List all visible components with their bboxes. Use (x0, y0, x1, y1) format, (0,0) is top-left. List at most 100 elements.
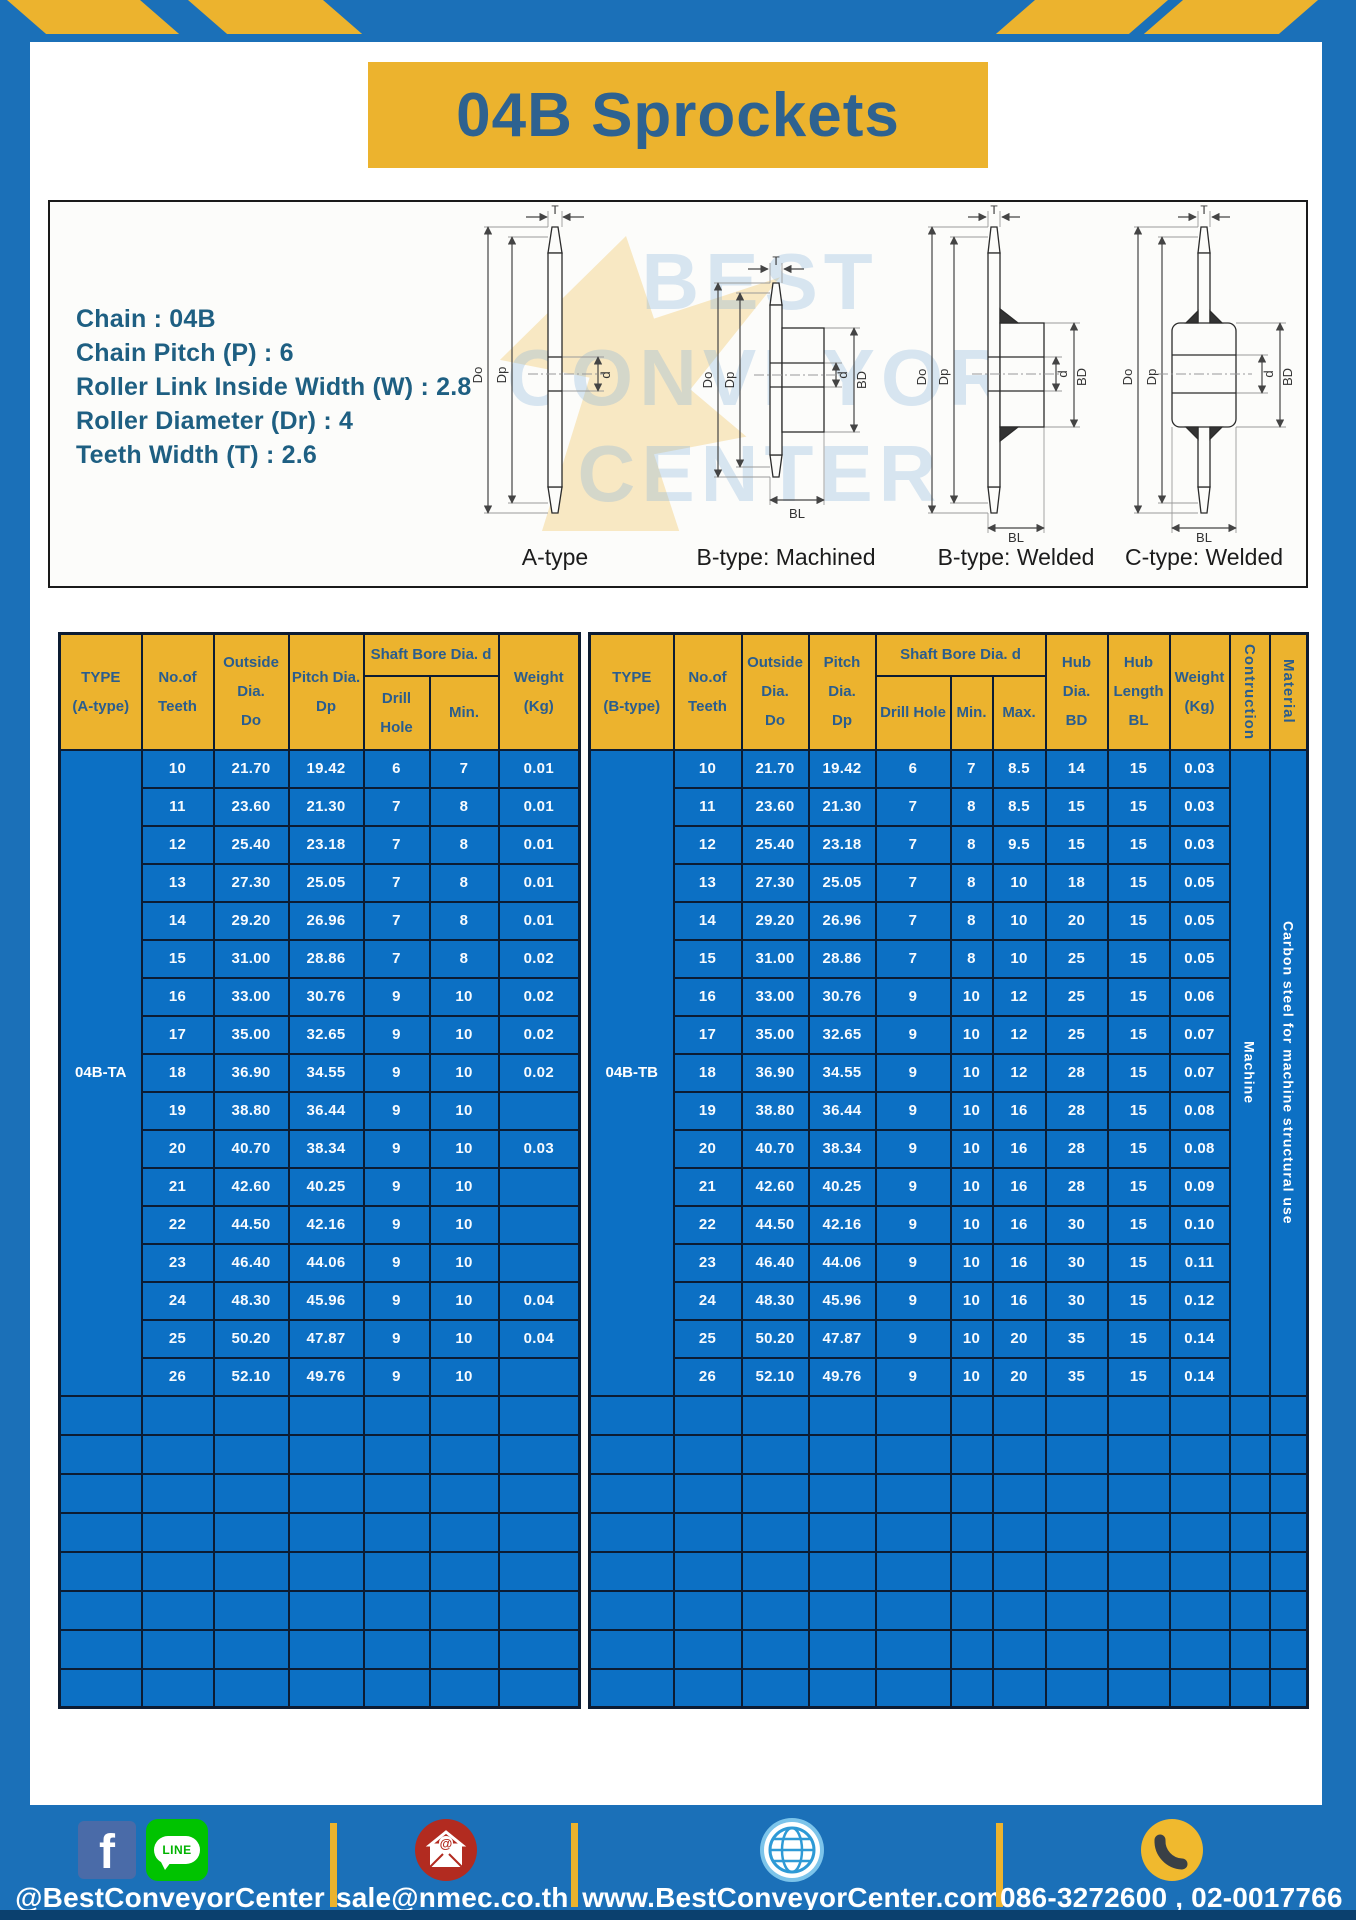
table-cell: 24 (140, 1280, 215, 1321)
table-cell: 26.96 (807, 900, 877, 941)
table-cell (949, 1394, 994, 1436)
table-cell: 8 (949, 938, 994, 979)
table-cell: 35.00 (740, 1014, 810, 1055)
table-cell: 15 (1106, 976, 1171, 1017)
table-cell (497, 1589, 581, 1631)
handset-glyph (1154, 1834, 1188, 1870)
table-cell (807, 1433, 877, 1475)
col-header-weight: Weight (Kg) (497, 632, 581, 751)
table-cell (140, 1472, 215, 1514)
table-cell: 18 (672, 1052, 743, 1093)
table-cell: 19.42 (287, 748, 365, 789)
table-cell: 28 (1044, 1052, 1109, 1093)
table-row: 12 25.40 23.18 7 8 0.01 (60, 824, 581, 865)
table-cell: 8 (949, 862, 994, 903)
table-row (58, 1589, 581, 1631)
table-cell (212, 1589, 290, 1631)
line-icon[interactable]: LINE (146, 1819, 208, 1881)
table-cell (428, 1589, 500, 1631)
table-cell: 9 (874, 1090, 952, 1131)
table-cell (497, 1090, 581, 1131)
email-icon[interactable]: @ (415, 1819, 477, 1881)
dim-bl-label: BL (1196, 530, 1212, 545)
table-cell (428, 1472, 500, 1514)
table-cell: 32.65 (807, 1014, 877, 1055)
dim-dp-label: Dp (722, 372, 737, 389)
table-cell (588, 1511, 675, 1553)
table-cell: 36.44 (287, 1090, 365, 1131)
table-cell: 28.86 (287, 938, 365, 979)
table-cell: 28 (1044, 1090, 1109, 1131)
table-cell (1044, 1472, 1109, 1514)
website-url[interactable]: www.BestConveyorCenter.com (582, 1882, 1002, 1913)
table-cell: 15 (1106, 1204, 1171, 1245)
table-cell: 21.70 (740, 748, 810, 789)
dim-bd-label: BD (1280, 368, 1295, 386)
table-cell: 31.00 (212, 938, 290, 979)
table-cell (588, 1550, 675, 1592)
table-cell: 27.30 (212, 862, 290, 903)
table-cell (740, 1511, 810, 1553)
table-cell: 0.07 (1168, 1052, 1231, 1093)
table-cell: 9 (874, 1128, 952, 1169)
table-cell: 9 (362, 1014, 431, 1055)
table-row (588, 1511, 1309, 1553)
table-cell: 23 (140, 1242, 215, 1283)
table-cell (1268, 1667, 1309, 1709)
table-row: 24 48.30 45.96 9 10 16 30 15 0.12 (590, 1280, 1308, 1321)
table-cell (140, 1550, 215, 1592)
table-row: 25 50.20 47.87 9 10 20 35 15 0.14 (590, 1318, 1308, 1359)
table-cell (362, 1628, 431, 1670)
table-cell: 29.20 (212, 900, 290, 941)
footer-divider (330, 1823, 337, 1907)
table-cell (1268, 1589, 1309, 1631)
email-address[interactable]: sale@nmec.co.th (336, 1882, 569, 1913)
table-cell: 10 (672, 748, 743, 789)
table-cell: 9 (874, 1166, 952, 1207)
table-cell (1106, 1550, 1171, 1592)
table-cell: 0.02 (497, 976, 581, 1017)
table-cell: 10 (428, 1280, 500, 1321)
table-cell (588, 1667, 675, 1709)
table-row: 14 29.20 26.96 7 8 10 20 15 0.05 (590, 900, 1308, 941)
facebook-icon[interactable]: f (78, 1821, 136, 1879)
table-cell (588, 1589, 675, 1631)
table-cell (740, 1433, 810, 1475)
table-row: 19 38.80 36.44 9 10 (60, 1090, 581, 1131)
table-cell: 19 (672, 1090, 743, 1131)
table-cell: 6 (874, 748, 952, 789)
table-cell (497, 1242, 581, 1283)
table-cell: 10 (949, 1242, 994, 1283)
globe-icon[interactable] (759, 1817, 825, 1883)
table-row: 26 52.10 49.76 9 10 (60, 1356, 581, 1397)
table-cell: 25.05 (807, 862, 877, 903)
table-cell: 15 (1106, 1128, 1171, 1169)
table-cell: 20 (672, 1128, 743, 1169)
table-cell (949, 1628, 994, 1670)
table-a-type: TYPE (A-type) No.of Teeth Outside Dia. D… (58, 632, 582, 1709)
table-cell: 44.06 (807, 1242, 877, 1283)
table-cell (362, 1589, 431, 1631)
col-header-weight: Weight (Kg) (1168, 632, 1231, 751)
table-cell: 15 (672, 938, 743, 979)
table-cell: 46.40 (740, 1242, 810, 1283)
table-cell: 9 (874, 1356, 952, 1397)
dim-bd-label: BD (1074, 368, 1089, 386)
social-handle[interactable]: @BestConveyorCenter (15, 1882, 325, 1913)
phone-icon[interactable] (1141, 1819, 1203, 1881)
table-cell (428, 1550, 500, 1592)
table-row: 21 42.60 40.25 9 10 (60, 1166, 581, 1207)
table-cell (807, 1394, 877, 1436)
table-cell: 42.60 (212, 1166, 290, 1207)
table-cell (58, 1589, 143, 1631)
table-cell (428, 1394, 500, 1436)
table-cell: 0.11 (1168, 1242, 1231, 1283)
table-cell (140, 1628, 215, 1670)
phone-numbers[interactable]: 086-3272600 , 02-0017766 (1000, 1882, 1343, 1913)
table-cell (287, 1628, 365, 1670)
table-cell: 23.18 (807, 824, 877, 865)
table-cell: 27.30 (740, 862, 810, 903)
table-cell: 8 (428, 938, 500, 979)
table-cell: 7 (949, 748, 994, 789)
table-cell (991, 1667, 1047, 1709)
